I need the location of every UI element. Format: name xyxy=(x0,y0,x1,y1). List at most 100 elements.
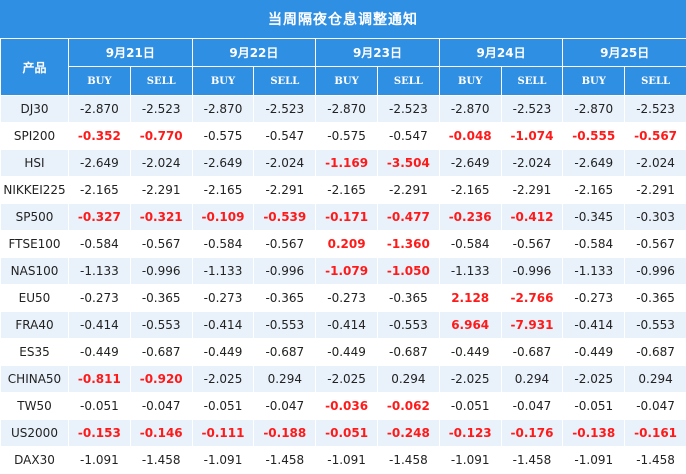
buy-value-cell: -0.051 xyxy=(439,393,501,420)
buy-value-cell: -2.870 xyxy=(439,96,501,123)
buy-value-cell: -2.870 xyxy=(316,96,378,123)
sell-header: SELL xyxy=(377,67,439,96)
sell-value-cell: -0.553 xyxy=(625,312,686,339)
sell-value-cell: -1.458 xyxy=(130,447,192,474)
sell-value-cell: -0.996 xyxy=(625,258,686,285)
sell-value-cell: -0.687 xyxy=(377,339,439,366)
sell-value-cell: -0.687 xyxy=(130,339,192,366)
buy-value-cell: -0.414 xyxy=(316,312,378,339)
sell-value-cell: -0.047 xyxy=(501,393,563,420)
buy-value-cell: -0.584 xyxy=(69,231,131,258)
sell-value-cell: -0.477 xyxy=(377,204,439,231)
buy-value-cell: -2.649 xyxy=(69,150,131,177)
date-header: 9月23日 xyxy=(316,39,440,67)
buy-value-cell: -0.352 xyxy=(69,123,131,150)
product-name-cell: NAS100 xyxy=(1,258,69,285)
product-name-cell: CHINA50 xyxy=(1,366,69,393)
sell-value-cell: -0.920 xyxy=(130,366,192,393)
buy-value-cell: -2.025 xyxy=(563,366,625,393)
product-name-cell: EU50 xyxy=(1,285,69,312)
table-row: TW50-0.051-0.047-0.051-0.047-0.036-0.062… xyxy=(1,393,686,420)
sell-value-cell: -2.291 xyxy=(501,177,563,204)
sell-value-cell: -2.291 xyxy=(130,177,192,204)
buy-value-cell: -0.449 xyxy=(316,339,378,366)
sell-header: SELL xyxy=(254,67,316,96)
sell-header: SELL xyxy=(625,67,686,96)
sell-value-cell: -1.360 xyxy=(377,231,439,258)
buy-value-cell: -0.111 xyxy=(192,420,254,447)
buy-value-cell: -0.153 xyxy=(69,420,131,447)
sell-value-cell: -0.547 xyxy=(377,123,439,150)
buy-value-cell: -2.165 xyxy=(69,177,131,204)
notice-title: 当周隔夜仓息调整通知 xyxy=(0,0,686,38)
sell-value-cell: -0.687 xyxy=(501,339,563,366)
sell-value-cell: -0.062 xyxy=(377,393,439,420)
buy-sell-header-row: BUY SELL BUY SELL BUY SELL BUY SELL BUY … xyxy=(1,67,686,96)
buy-value-cell: -0.327 xyxy=(69,204,131,231)
buy-value-cell: -0.273 xyxy=(316,285,378,312)
buy-value-cell: -1.091 xyxy=(439,447,501,474)
product-name-cell: DJ30 xyxy=(1,96,69,123)
sell-value-cell: -3.504 xyxy=(377,150,439,177)
buy-value-cell: -1.091 xyxy=(316,447,378,474)
buy-value-cell: -2.165 xyxy=(439,177,501,204)
sell-value-cell: -2.024 xyxy=(625,150,686,177)
buy-header: BUY xyxy=(69,67,131,96)
buy-value-cell: -0.584 xyxy=(192,231,254,258)
sell-value-cell: -1.458 xyxy=(377,447,439,474)
buy-value-cell: -0.273 xyxy=(192,285,254,312)
buy-value-cell: -0.048 xyxy=(439,123,501,150)
sell-value-cell: -2.523 xyxy=(377,96,439,123)
sell-value-cell: 0.294 xyxy=(377,366,439,393)
product-name-cell: SP500 xyxy=(1,204,69,231)
sell-value-cell: -2.523 xyxy=(254,96,316,123)
buy-value-cell: -1.133 xyxy=(439,258,501,285)
buy-value-cell: -0.109 xyxy=(192,204,254,231)
sell-value-cell: -0.365 xyxy=(625,285,686,312)
buy-value-cell: -0.414 xyxy=(192,312,254,339)
sell-value-cell: -0.567 xyxy=(625,231,686,258)
product-name-cell: NIKKEI225 xyxy=(1,177,69,204)
sell-value-cell: -0.553 xyxy=(130,312,192,339)
buy-value-cell: -2.870 xyxy=(69,96,131,123)
sell-value-cell: -0.188 xyxy=(254,420,316,447)
buy-value-cell: -2.870 xyxy=(563,96,625,123)
table-header: 产品 9月21日 9月22日 9月23日 9月24日 9月25日 BUY SEL… xyxy=(1,39,686,96)
sell-value-cell: -1.074 xyxy=(501,123,563,150)
sell-value-cell: -0.365 xyxy=(377,285,439,312)
buy-value-cell: 0.209 xyxy=(316,231,378,258)
sell-value-cell: -0.553 xyxy=(377,312,439,339)
buy-value-cell: -0.584 xyxy=(439,231,501,258)
sell-value-cell: -0.248 xyxy=(377,420,439,447)
buy-value-cell: -1.133 xyxy=(192,258,254,285)
sell-value-cell: -2.523 xyxy=(130,96,192,123)
buy-value-cell: -1.079 xyxy=(316,258,378,285)
buy-value-cell: -0.575 xyxy=(316,123,378,150)
sell-value-cell: 0.294 xyxy=(625,366,686,393)
buy-value-cell: -2.649 xyxy=(563,150,625,177)
product-name-cell: US2000 xyxy=(1,420,69,447)
buy-value-cell: -2.165 xyxy=(316,177,378,204)
sell-value-cell: -0.176 xyxy=(501,420,563,447)
swap-rate-table: 产品 9月21日 9月22日 9月23日 9月24日 9月25日 BUY SEL… xyxy=(0,38,686,474)
buy-value-cell: -0.414 xyxy=(563,312,625,339)
sell-value-cell: -1.458 xyxy=(501,447,563,474)
sell-value-cell: -0.303 xyxy=(625,204,686,231)
product-column-header: 产品 xyxy=(1,39,69,96)
buy-header: BUY xyxy=(439,67,501,96)
sell-value-cell: -0.412 xyxy=(501,204,563,231)
sell-value-cell: -0.547 xyxy=(254,123,316,150)
product-name-cell: TW50 xyxy=(1,393,69,420)
sell-value-cell: -2.291 xyxy=(254,177,316,204)
buy-value-cell: -0.051 xyxy=(192,393,254,420)
table-row: EU50-0.273-0.365-0.273-0.365-0.273-0.365… xyxy=(1,285,686,312)
table-row: DJ30-2.870-2.523-2.870-2.523-2.870-2.523… xyxy=(1,96,686,123)
buy-value-cell: -2.165 xyxy=(192,177,254,204)
sell-header: SELL xyxy=(501,67,563,96)
buy-value-cell: -0.123 xyxy=(439,420,501,447)
sell-value-cell: -0.996 xyxy=(130,258,192,285)
sell-value-cell: -0.567 xyxy=(130,231,192,258)
table-row: SPI200-0.352-0.770-0.575-0.547-0.575-0.5… xyxy=(1,123,686,150)
table-row: SP500-0.327-0.321-0.109-0.539-0.171-0.47… xyxy=(1,204,686,231)
sell-value-cell: -2.523 xyxy=(501,96,563,123)
